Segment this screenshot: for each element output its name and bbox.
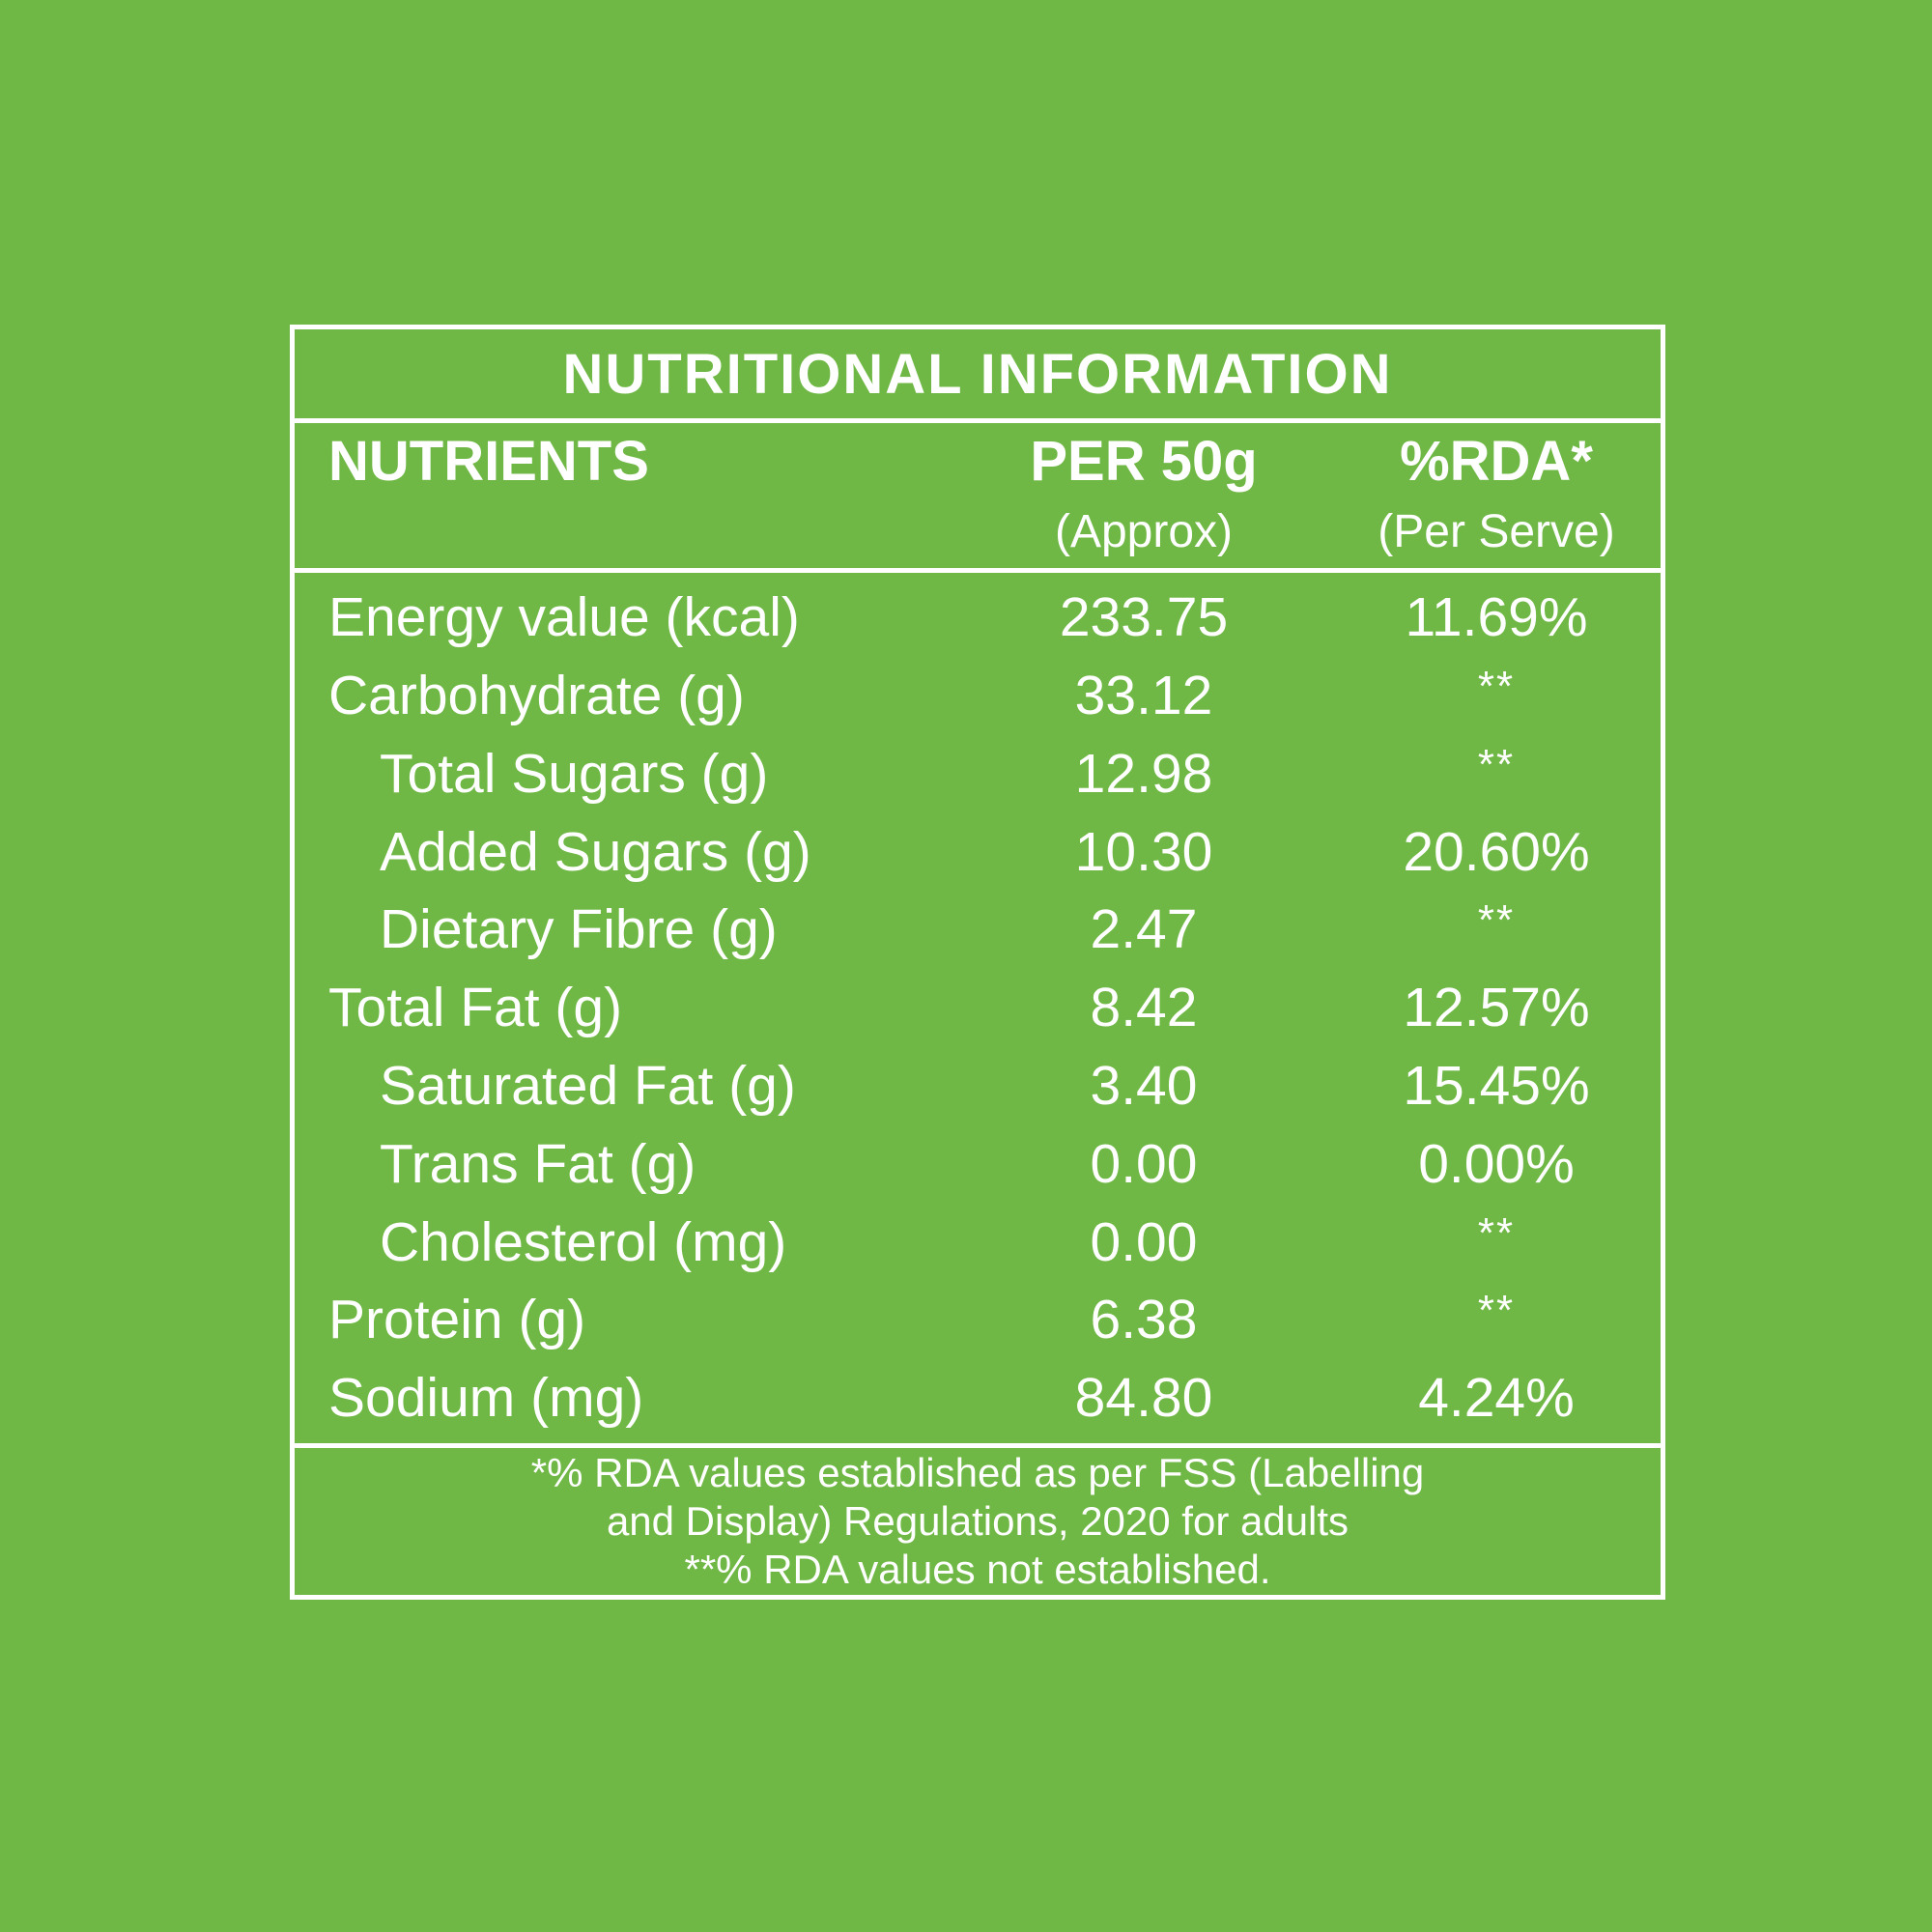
nutrient-label: Energy value (kcal) bbox=[328, 586, 800, 649]
title-divider bbox=[295, 418, 1661, 423]
rda-value: 11.69% bbox=[1405, 586, 1588, 649]
nutrient-label: Trans Fat (g) bbox=[380, 1132, 696, 1195]
table-row: Saturated Fat (g) 3.40 15.45% bbox=[295, 1056, 1661, 1117]
table-title: NUTRITIONAL INFORMATION bbox=[562, 342, 1393, 406]
not-established-stars: ** bbox=[1477, 662, 1516, 710]
table-row: Trans Fat (g) 0.00 0.00% bbox=[295, 1134, 1661, 1195]
rda-value: 15.45% bbox=[1403, 1054, 1590, 1117]
table-row: Protein (g) 6.38 ** bbox=[295, 1287, 1661, 1351]
not-established-stars: ** bbox=[1477, 1287, 1516, 1335]
nutrition-table: NUTRITIONAL INFORMATION NUTRIENTS PER 50… bbox=[290, 325, 1665, 1600]
nutrient-label: Carbohydrate (g) bbox=[328, 664, 745, 726]
table-row: Total Fat (g) 8.42 12.57% bbox=[295, 978, 1661, 1038]
header-rda-column: %RDA* (Per Serve) bbox=[1332, 430, 1661, 557]
footnote-line: and Display) Regulations, 2020 for adult… bbox=[606, 1498, 1350, 1544]
nutrient-label: Protein (g) bbox=[328, 1289, 586, 1351]
header-nutrients: NUTRIENTS bbox=[328, 430, 649, 493]
rda-value: 12.57% bbox=[1403, 977, 1590, 1039]
table-row: Cholesterol (mg) 0.00 ** bbox=[295, 1208, 1661, 1273]
rda-value: 4.24% bbox=[1418, 1367, 1575, 1430]
nutrient-label: Added Sugars (g) bbox=[380, 820, 811, 883]
per-50g-value: 2.47 bbox=[1090, 898, 1198, 961]
rda-value: ** bbox=[1332, 1208, 1661, 1273]
nutrient-label: Cholesterol (mg) bbox=[380, 1210, 787, 1273]
not-established-stars: ** bbox=[1477, 896, 1516, 945]
rda-value: ** bbox=[1332, 662, 1661, 726]
rda-value: ** bbox=[1332, 740, 1661, 805]
per-50g-value: 233.75 bbox=[1059, 586, 1229, 649]
per-50g-value: 3.40 bbox=[1090, 1054, 1198, 1117]
table-header: NUTRIENTS PER 50g (Approx) %RDA* (Per Se… bbox=[295, 423, 1661, 568]
header-per-serving-column: PER 50g (Approx) bbox=[955, 430, 1332, 557]
header-per-serve: (Per Serve) bbox=[1378, 505, 1615, 557]
per-50g-value: 6.38 bbox=[1090, 1289, 1198, 1351]
table-row: Energy value (kcal) 233.75 11.69% bbox=[295, 587, 1661, 648]
header-per-50g: PER 50g bbox=[1030, 430, 1258, 493]
footnote-line: **% RDA values not established. bbox=[684, 1547, 1271, 1592]
rda-value: 0.00% bbox=[1418, 1132, 1575, 1195]
table-row: Sodium (mg) 84.80 4.24% bbox=[295, 1368, 1661, 1429]
header-divider bbox=[295, 568, 1661, 573]
footnotes: *% RDA values established as per FSS (La… bbox=[295, 1448, 1661, 1595]
footnote-line: *% RDA values established as per FSS (La… bbox=[530, 1450, 1425, 1495]
header-approx: (Approx) bbox=[1054, 505, 1234, 557]
header-rda: %RDA* bbox=[1400, 430, 1593, 493]
per-50g-value: 0.00 bbox=[1090, 1210, 1198, 1273]
table-row: Total Sugars (g) 12.98 ** bbox=[295, 740, 1661, 805]
per-50g-value: 84.80 bbox=[1074, 1367, 1213, 1430]
nutrient-label: Sodium (mg) bbox=[328, 1367, 644, 1430]
not-established-stars: ** bbox=[1477, 740, 1516, 788]
nutrient-label: Total Sugars (g) bbox=[380, 742, 769, 805]
not-established-stars: ** bbox=[1477, 1208, 1516, 1257]
footer-divider bbox=[295, 1443, 1661, 1448]
nutrient-label: Dietary Fibre (g) bbox=[380, 898, 778, 961]
rda-value: ** bbox=[1332, 1287, 1661, 1350]
table-row: Dietary Fibre (g) 2.47 ** bbox=[295, 896, 1661, 961]
nutrient-label: Saturated Fat (g) bbox=[380, 1054, 796, 1117]
rda-value: ** bbox=[1332, 896, 1661, 960]
rda-value: 20.60% bbox=[1403, 820, 1590, 883]
per-50g-value: 33.12 bbox=[1074, 664, 1213, 726]
per-50g-value: 10.30 bbox=[1074, 820, 1213, 883]
nutrient-label: Total Fat (g) bbox=[328, 977, 623, 1039]
per-50g-value: 8.42 bbox=[1090, 977, 1198, 1039]
table-row: Added Sugars (g) 10.30 20.60% bbox=[295, 820, 1661, 883]
nutrient-rows: Energy value (kcal) 233.75 11.69% Carbohydr… bbox=[295, 573, 1661, 1443]
per-50g-value: 12.98 bbox=[1074, 742, 1213, 805]
table-row: Carbohydrate (g) 33.12 ** bbox=[295, 662, 1661, 726]
per-50g-value: 0.00 bbox=[1090, 1132, 1198, 1195]
